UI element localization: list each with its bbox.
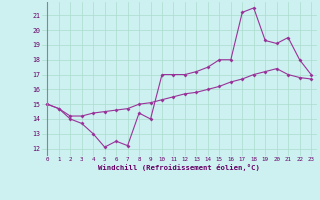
X-axis label: Windchill (Refroidissement éolien,°C): Windchill (Refroidissement éolien,°C)	[98, 164, 260, 171]
